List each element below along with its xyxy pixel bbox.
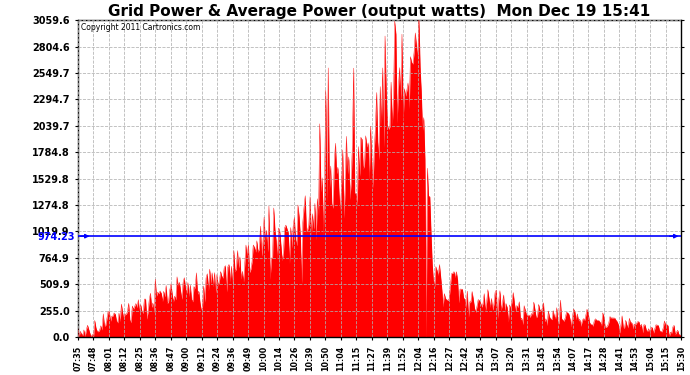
Text: Copyright 2011 Cartronics.com: Copyright 2011 Cartronics.com — [81, 24, 200, 33]
Title: Grid Power & Average Power (output watts)  Mon Dec 19 15:41: Grid Power & Average Power (output watts… — [108, 4, 651, 19]
